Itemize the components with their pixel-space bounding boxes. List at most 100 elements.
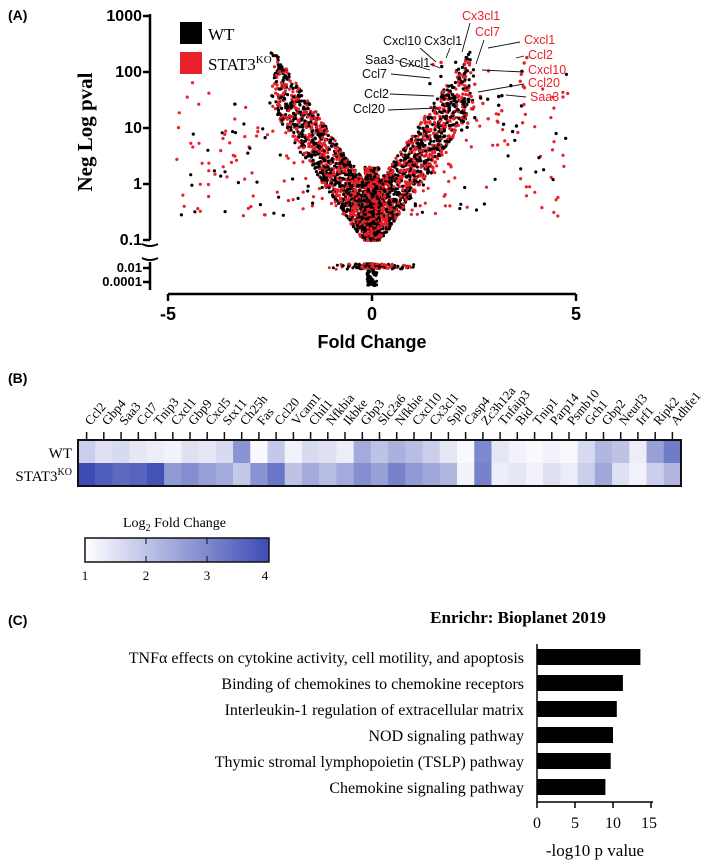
volcano-point	[354, 262, 358, 266]
volcano-point	[220, 131, 224, 135]
volcano-point	[271, 104, 275, 108]
volcano-point	[190, 81, 195, 85]
volcano-point	[363, 183, 367, 187]
volcano-point	[396, 264, 400, 268]
volcano-point	[416, 138, 421, 142]
volcano-point	[302, 110, 306, 114]
volcano-point	[197, 141, 201, 145]
volcano-point	[363, 190, 367, 195]
volcano-point	[331, 137, 335, 141]
volcano-point	[486, 69, 491, 73]
volcano-point	[475, 118, 479, 122]
volcano-point	[387, 186, 391, 191]
volcano-point	[256, 130, 260, 134]
volcano-point	[354, 178, 359, 182]
volcano-point	[373, 233, 377, 237]
volcano-point	[374, 272, 377, 276]
volcano-point	[385, 210, 389, 214]
volcano-point	[552, 106, 556, 110]
volcano-point	[451, 123, 455, 127]
volcano-point	[258, 203, 262, 207]
volcano-point	[191, 145, 195, 149]
volcano-point	[357, 172, 361, 176]
volcano-point	[329, 139, 333, 143]
volcano-point	[379, 214, 383, 218]
volcano-point	[321, 124, 325, 129]
volcano-point	[466, 121, 470, 125]
volcano-point	[453, 105, 457, 109]
volcano-point	[390, 267, 394, 271]
heatmap-cell	[594, 440, 613, 463]
volcano-point	[424, 165, 428, 169]
heatmap-cell	[388, 440, 406, 463]
volcano-point	[445, 139, 449, 143]
volcano-point	[415, 165, 419, 169]
heatmap-cell	[560, 440, 579, 463]
volcano-point	[284, 131, 288, 135]
gene-label: Saa3	[530, 90, 559, 104]
volcano-point	[564, 72, 569, 76]
volcano-point	[301, 190, 305, 194]
volcano-point	[364, 175, 368, 179]
heatmap-cell	[422, 463, 441, 486]
volcano-point	[525, 55, 529, 60]
volcano-point	[519, 167, 523, 171]
volcano-point	[333, 197, 337, 201]
volcano-point	[450, 92, 455, 97]
volcano-point	[422, 129, 427, 133]
volcano-point	[500, 94, 504, 98]
volcano-point	[408, 178, 412, 182]
volcano-point	[448, 96, 452, 100]
volcano-point	[181, 193, 185, 197]
volcano-point	[386, 170, 390, 174]
heatmap-cell	[422, 440, 441, 463]
heatmap-cell	[663, 463, 682, 486]
volcano-point	[294, 81, 298, 85]
volcano-point	[429, 139, 433, 143]
volcano-point	[273, 107, 277, 111]
volcano-point	[363, 229, 367, 233]
volcano-point	[325, 173, 329, 177]
volcano-point	[428, 120, 432, 124]
volcano-point	[354, 204, 358, 208]
volcano-point	[461, 120, 465, 124]
enrichr-axes	[536, 644, 653, 808]
volcano-point	[243, 177, 247, 181]
volcano-point	[372, 180, 376, 184]
volcano-point	[329, 181, 334, 185]
volcano-point	[438, 106, 442, 110]
volcano-point	[356, 199, 360, 203]
volcano-point	[289, 84, 293, 88]
volcano-point	[320, 196, 324, 201]
volcano-point	[360, 217, 364, 221]
volcano-point	[390, 175, 394, 179]
volcano-point	[289, 121, 293, 125]
volcano-point	[383, 194, 387, 198]
x-tick-label: 5	[571, 304, 581, 324]
volcano-point	[376, 230, 380, 234]
volcano-point	[447, 124, 451, 128]
volcano-point	[295, 123, 299, 127]
volcano-point	[318, 117, 322, 121]
heatmap-cell	[594, 463, 613, 486]
volcano-point	[286, 93, 290, 97]
volcano-point	[308, 159, 312, 163]
volcano-point	[344, 201, 348, 205]
volcano-point	[438, 114, 442, 118]
volcano-point	[466, 88, 470, 92]
volcano-point	[419, 163, 423, 167]
volcano-point	[295, 127, 299, 131]
volcano-point	[449, 100, 453, 104]
volcano-point	[418, 156, 422, 160]
volcano-point	[233, 102, 237, 106]
volcano-point	[551, 178, 555, 182]
volcano-point	[390, 180, 394, 184]
volcano-point	[376, 174, 380, 178]
volcano-point	[371, 265, 375, 269]
volcano-point	[279, 63, 283, 67]
volcano-point	[340, 165, 344, 169]
volcano-point	[438, 134, 442, 139]
heatmap-cell	[198, 463, 217, 486]
volcano-point	[380, 263, 384, 267]
volcano-point	[454, 60, 458, 64]
